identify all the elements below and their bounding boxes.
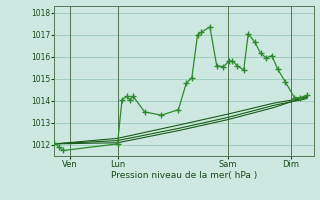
X-axis label: Pression niveau de la mer( hPa ): Pression niveau de la mer( hPa )	[111, 171, 257, 180]
